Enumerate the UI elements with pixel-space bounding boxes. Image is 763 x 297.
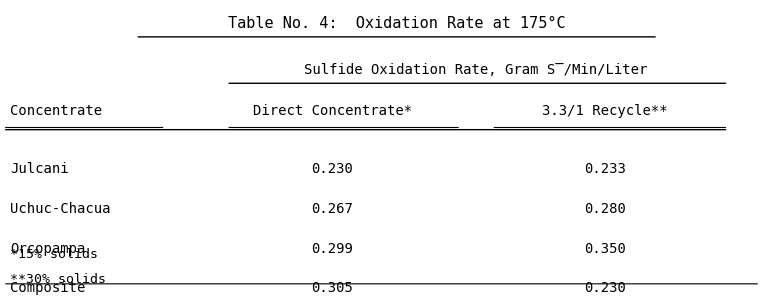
Text: 0.305: 0.305 (311, 281, 353, 295)
Text: 3.3/1 Recycle**: 3.3/1 Recycle** (542, 104, 668, 118)
Text: 0.299: 0.299 (311, 241, 353, 255)
Text: Composite: Composite (11, 281, 85, 295)
Text: Sulfide Oxidation Rate, Gram S̅/Min/Liter: Sulfide Oxidation Rate, Gram S̅/Min/Lite… (304, 63, 648, 77)
Text: Table No. 4:  Oxidation Rate at 175°C: Table No. 4: Oxidation Rate at 175°C (228, 16, 565, 31)
Text: Orcopampa: Orcopampa (11, 241, 85, 255)
Text: 0.233: 0.233 (584, 162, 626, 176)
Text: Concentrate: Concentrate (11, 104, 102, 118)
Text: 0.230: 0.230 (311, 162, 353, 176)
Text: *15% solids: *15% solids (11, 248, 98, 261)
Text: 0.280: 0.280 (584, 202, 626, 216)
Text: Uchuc-Chacua: Uchuc-Chacua (11, 202, 111, 216)
Text: Julcani: Julcani (11, 162, 69, 176)
Text: 0.230: 0.230 (584, 281, 626, 295)
Text: 0.350: 0.350 (584, 241, 626, 255)
Text: 0.267: 0.267 (311, 202, 353, 216)
Text: Direct Concentrate*: Direct Concentrate* (253, 104, 412, 118)
Text: **30% solids: **30% solids (11, 273, 106, 286)
